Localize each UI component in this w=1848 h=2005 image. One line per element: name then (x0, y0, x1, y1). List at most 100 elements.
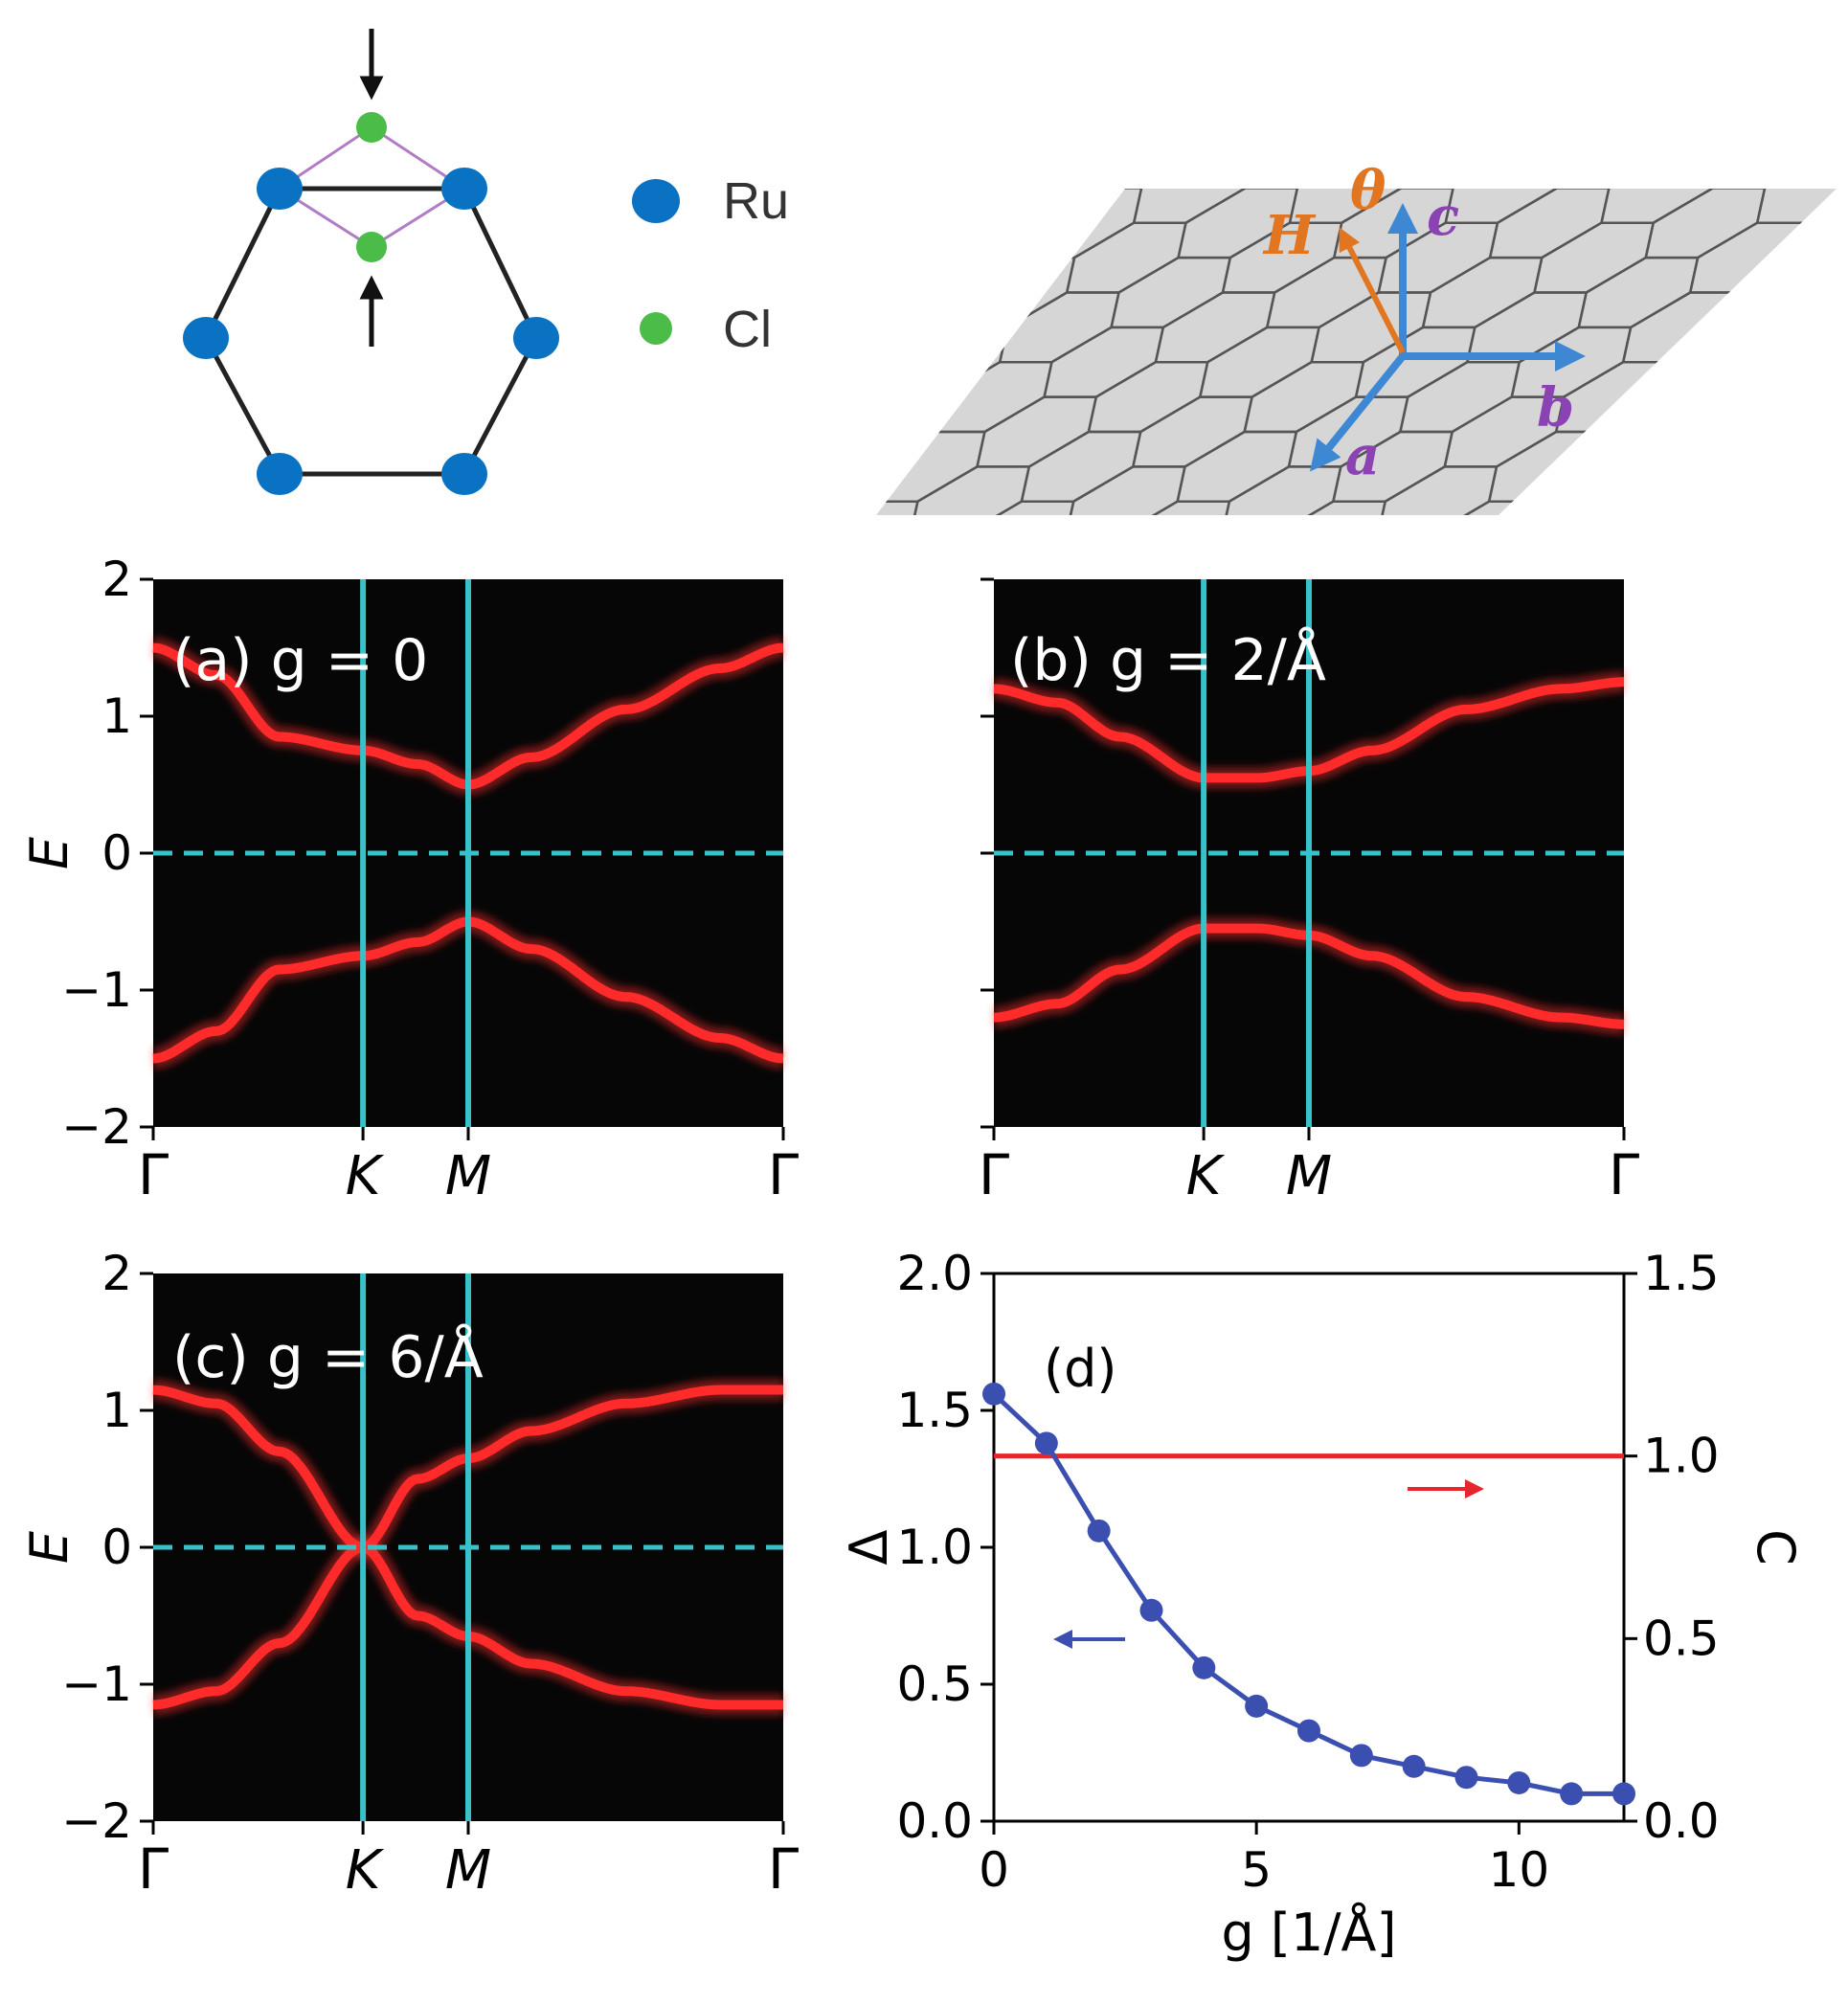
y-tick-label: 2 (101, 552, 132, 607)
honeycomb-cell (1024, 0, 1142, 14)
honeycomb-cell (876, 256, 920, 329)
honeycomb-cell (1688, 710, 1807, 780)
y-tick-label: −2 (61, 1099, 132, 1155)
honeycomb-cell (554, 432, 673, 502)
honeycomb-cell (1399, 189, 1522, 190)
honeycomb-cell (890, 83, 1008, 153)
honeycomb-cell (733, 83, 852, 153)
honeycomb-cell (689, 49, 808, 119)
honeycomb-cell (876, 291, 965, 364)
honeycomb-cell (1621, 780, 1740, 850)
left-y-tick-label: 1.5 (896, 1383, 973, 1438)
left-y-tick-label: 1.0 (896, 1520, 973, 1575)
honeycomb-cell (598, 466, 717, 536)
atom-legend: Ru Cl (632, 172, 789, 358)
honeycomb-cell (1157, 49, 1275, 119)
cl-legend-marker (640, 312, 672, 345)
x-tick-label: Γ (138, 1142, 169, 1207)
field-arrow (1339, 227, 1406, 354)
honeycomb-cell (621, 362, 740, 432)
honeycomb-cell (756, 0, 875, 49)
honeycomb-cell (1711, 606, 1830, 676)
y-tick-label: 0 (101, 825, 132, 881)
honeycomb-cell (1491, 0, 1610, 14)
gap-point (1454, 1766, 1478, 1790)
honeycomb-cell (509, 397, 628, 467)
honeycomb-cell (665, 397, 784, 467)
honeycomb-cell (1268, 14, 1386, 84)
honeycomb-cell (798, 745, 916, 815)
honeycomb-cell (1777, 291, 1837, 364)
x-tick-label: M (445, 1145, 491, 1207)
honeycomb-cell (1068, 0, 1186, 49)
honeycomb-cell (909, 221, 1032, 294)
a-label: a (1345, 424, 1380, 487)
gap-point (1612, 1782, 1635, 1806)
left-y-axis-label: Δ (839, 1529, 899, 1565)
honeycomb-cell (465, 362, 584, 432)
honeycomb-cell (1622, 536, 1741, 606)
b-label: b (1537, 376, 1574, 439)
honeycomb-cell (1824, 83, 1848, 153)
honeycomb-cell (19, 745, 138, 815)
honeycomb-cell (1335, 0, 1454, 14)
gap-point (1087, 1519, 1111, 1543)
y-tick-label: −1 (61, 1656, 132, 1712)
panel-d-gap-chern: 0.0 0.5 1.0 1.5 2.0 0.0 0.5 1.0 1.5 0 5 10 g [1/Å] Δ C… (839, 1246, 1806, 1963)
y-tick-label: 1 (101, 1383, 132, 1438)
plane-sheet (876, 189, 1837, 515)
honeycomb-cell (576, 327, 695, 397)
left-y-tick-label: 0.0 (896, 1793, 973, 1849)
honeycomb-cell (1088, 189, 1210, 190)
honeycomb-cell (755, 223, 874, 293)
honeycomb-cell (1535, 0, 1654, 49)
honeycomb-cell (1821, 326, 1837, 398)
y-tick-label: −2 (61, 1793, 132, 1849)
honeycomb-cell (1201, 83, 1319, 153)
honeycomb-cell (1380, 0, 1499, 49)
right-y-tick-label: 0.0 (1643, 1793, 1720, 1849)
honeycomb-cell (1468, 49, 1587, 119)
honeycomb-cell (40, 885, 159, 955)
honeycomb-cell (1778, 536, 1848, 606)
honeycomb-cell (1667, 572, 1786, 642)
right-y-tick-label: 1.5 (1643, 1246, 1720, 1301)
panel-b-band-structure: (b) g = 2/Å Γ K M Γ (979, 577, 1639, 1207)
x-axis-label: g [1/Å] (1221, 1902, 1396, 1963)
honeycomb-cell (1313, 49, 1431, 119)
x-tick-label: M (445, 1839, 491, 1902)
gap-point (982, 1382, 1005, 1406)
honeycomb-cell (710, 432, 828, 502)
x-tick-label: M (1286, 1145, 1332, 1207)
gap-point (1507, 1770, 1531, 1794)
x-tick-label: K (346, 1145, 385, 1207)
honeycomb-cell (912, 0, 1030, 49)
panel-d-title: (d) (1044, 1339, 1116, 1399)
honeycomb-cell (976, 189, 1099, 224)
ru-atoms (183, 168, 559, 495)
honeycomb-cell (957, 14, 1075, 84)
honeycomb-cell (1647, 0, 1766, 14)
honeycomb-cell (888, 572, 1006, 642)
honeycomb-cell (876, 189, 987, 259)
panel-a-title: (a) g = 0 (172, 627, 428, 694)
honeycomb-cell (865, 676, 983, 746)
honeycomb-cell (844, 536, 962, 606)
honeycomb-cell (642, 502, 761, 572)
honeycomb-cell (1580, 14, 1699, 84)
honeycomb-cell (843, 780, 961, 850)
ru-cl-structure-diagram: Ru Cl (183, 29, 789, 495)
honeycomb-cell (1531, 465, 1655, 515)
honeycomb-cell (932, 189, 1054, 190)
honeycomb-cell (821, 641, 939, 710)
honeycomb-cell (876, 189, 943, 224)
honeycomb-cell (1803, 0, 1848, 14)
gap-point (1034, 1431, 1058, 1455)
x-tick-label: Γ (768, 1142, 799, 1207)
ru-legend-marker (632, 179, 680, 223)
honeycomb-cell (876, 360, 898, 434)
honeycomb-cell (1669, 83, 1788, 153)
x-tick-label: Γ (768, 1836, 799, 1902)
